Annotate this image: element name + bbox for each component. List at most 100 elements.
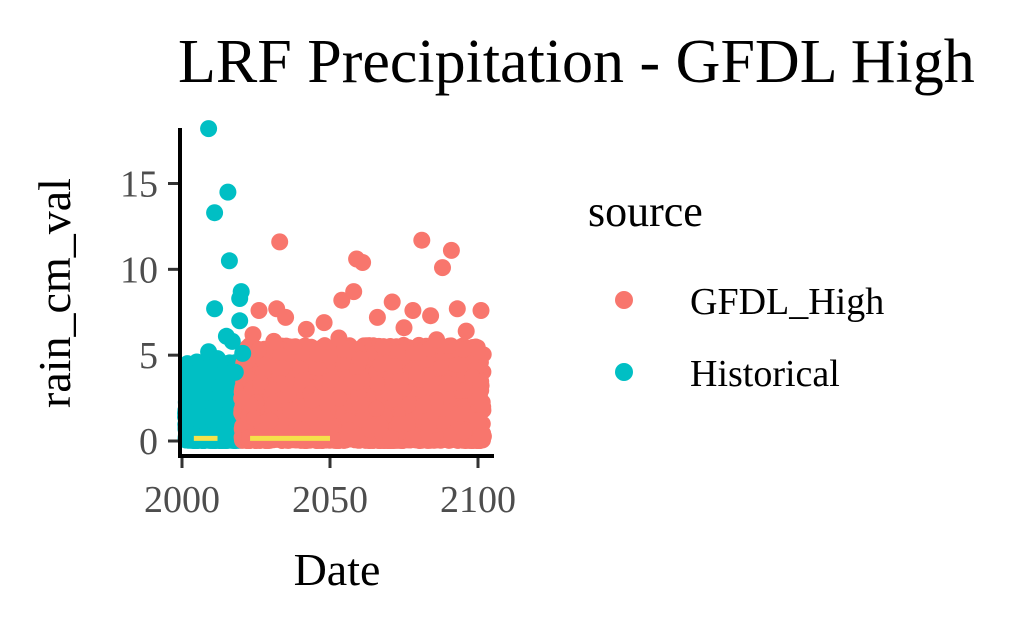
legend-key-gfdl-high [615,291,633,309]
point-gfdl-high-2 [442,241,460,259]
point-gfdl-high-5 [434,259,451,277]
point-gfdl-high-25 [374,338,392,356]
dense-point-1-2533 [369,375,385,392]
dense-point-1-2557 [265,395,282,412]
legend-label-gfdl-high: GFDL_High [690,281,884,323]
point-gfdl-high-14 [277,308,295,326]
y-tick-label-0: 0 [139,421,158,463]
dense-point-0-693 [216,432,233,449]
dense-point-1-2549 [439,375,456,392]
dense-point-1-2596 [286,338,303,355]
dense-point-1-2565 [453,406,470,423]
x-tick-label-1: 2050 [292,479,368,521]
point-historical-11 [234,344,252,362]
legend-title: source [588,187,703,236]
dense-point-1-2587 [348,428,365,445]
dense-point-1-2586 [317,409,334,426]
chart-title: LRF Precipitation - GFDL High [178,28,975,96]
dense-point-1-2589 [386,388,403,405]
dense-point-1-2590 [292,404,308,421]
point-historical-0 [200,120,218,138]
y-tick-label-1: 5 [139,335,158,377]
point-gfdl-high-16 [368,308,386,326]
point-gfdl-high-17 [422,307,440,325]
point-historical-3 [220,252,238,270]
data-points [179,120,490,402]
dense-point-1-2218 [469,339,486,356]
dense-point-1-2574 [309,346,326,363]
x-tick-label-2: 2100 [440,479,516,521]
dense-point-1-2580 [405,429,422,446]
dense-point-1-2588 [324,430,341,447]
x-axis-title: Date [294,544,381,595]
point-gfdl-high-6 [345,283,363,301]
dense-point-1-2592 [456,423,473,440]
y-axis-ticks: 0 5 10 15 [120,164,178,463]
legend-label-historical: Historical [690,353,840,395]
point-gfdl-high-12 [448,300,466,318]
point-gfdl-high-23 [428,331,446,349]
dense-point-1-2572 [233,390,250,407]
point-historical-6 [206,300,224,318]
x-tick-label-0: 2000 [144,479,220,521]
dense-point-0-673 [181,427,198,444]
point-gfdl-high-1 [413,231,431,249]
dense-point-cloud [177,336,492,449]
dense-point-1-2482 [391,416,408,433]
point-gfdl-high-10 [250,302,268,319]
dense-point-1-2566 [348,374,365,391]
point-gfdl-high-0 [271,233,289,251]
dense-point-1-2593 [386,358,403,375]
y-tick-label-2: 10 [120,249,158,291]
point-gfdl-high-15 [315,314,333,332]
point-historical-7 [231,312,249,330]
point-gfdl-high-4 [354,254,372,271]
point-historical-15 [194,360,212,378]
y-tick-label-3: 15 [120,164,158,206]
point-gfdl-high-21 [244,326,262,344]
point-gfdl-high-24 [265,332,283,350]
dense-point-0-697 [205,410,222,427]
point-historical-9 [223,332,241,350]
dense-point-1-2526 [470,412,487,429]
point-historical-16 [226,363,244,381]
dense-point-1-2559 [319,395,336,412]
x-axis-ticks: 2000 2050 2100 [144,458,516,521]
dense-point-1-2460 [368,400,385,417]
dense-point-1-2594 [294,372,311,389]
dense-point-1-2310 [410,345,427,361]
dense-point-1-2492 [455,341,472,358]
dense-point-1-2551 [364,418,381,434]
legend: source GFDL_High Historical [588,187,884,395]
point-historical-13 [209,350,226,368]
point-historical-19 [191,384,209,402]
point-historical-2 [206,204,224,222]
point-gfdl-high-20 [457,322,475,340]
dense-point-1-2519 [322,372,339,389]
dense-point-1-2434 [310,360,327,377]
dense-point-1-2511 [427,394,444,411]
point-gfdl-high-13 [472,302,490,319]
dense-point-1-2538 [401,396,418,412]
point-historical-5 [231,290,249,307]
dense-point-1-2512 [408,365,425,382]
dense-point-1-2550 [250,341,267,358]
dense-point-1-2543 [471,387,488,404]
dense-point-1-2537 [432,359,449,376]
dense-point-1-2502 [449,356,466,373]
legend-key-historical [615,363,633,381]
dense-point-1-2560 [274,359,290,376]
point-gfdl-high-7 [333,291,351,309]
dense-point-1-2591 [382,430,399,447]
dense-point-0-659 [186,410,202,427]
point-gfdl-high-22 [330,329,348,347]
dense-point-1-2426 [271,347,288,364]
point-historical-1 [219,183,237,201]
point-gfdl-high-11 [404,302,422,319]
point-gfdl-high-19 [395,319,413,337]
point-historical-18 [214,372,232,390]
dense-point-1-2547 [420,418,437,435]
dense-point-1-2562 [321,348,338,365]
point-gfdl-high-8 [383,293,401,311]
